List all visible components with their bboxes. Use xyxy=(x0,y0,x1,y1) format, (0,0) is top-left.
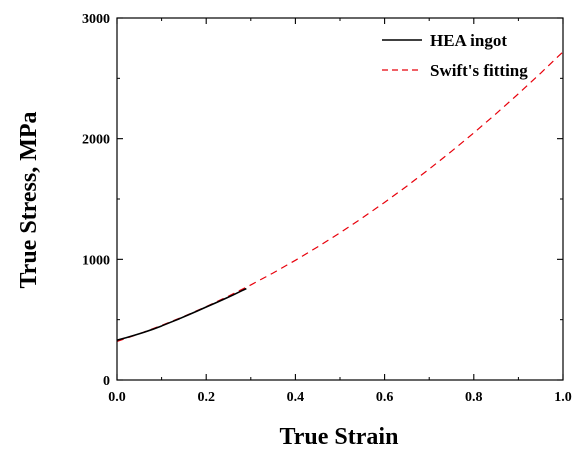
y-tick-label: 0 xyxy=(103,374,110,389)
x-axis-title: True Strain xyxy=(280,424,399,450)
plot-content xyxy=(116,51,564,342)
y-tick-label: 2000 xyxy=(82,133,110,148)
x-tick-label: 0.4 xyxy=(287,390,305,405)
y-axis-title: True Stress, MPa xyxy=(16,111,42,288)
series-swift-fitting-line xyxy=(116,51,564,342)
x-tick-label: 0.2 xyxy=(197,390,215,405)
series-hea-ingot-line xyxy=(116,287,247,341)
axis-ticks xyxy=(116,17,564,381)
y-tick-label: 3000 xyxy=(82,12,110,27)
x-tick-label: 1.0 xyxy=(554,390,572,405)
x-tick-label: 0.8 xyxy=(465,390,483,405)
y-tick-label: 1000 xyxy=(82,253,110,268)
x-tick-label: 0.0 xyxy=(108,390,126,405)
legend-label-swift-fitting: Swift's fitting xyxy=(430,61,528,80)
tick-labels: 0.0 0.2 0.4 0.6 0.8 1.0 0 1000 2000 3000 xyxy=(82,12,572,405)
x-tick-label: 0.6 xyxy=(376,390,394,405)
legend: HEA ingot Swift's fitting xyxy=(382,31,528,80)
legend-label-hea-ingot: HEA ingot xyxy=(430,31,507,50)
